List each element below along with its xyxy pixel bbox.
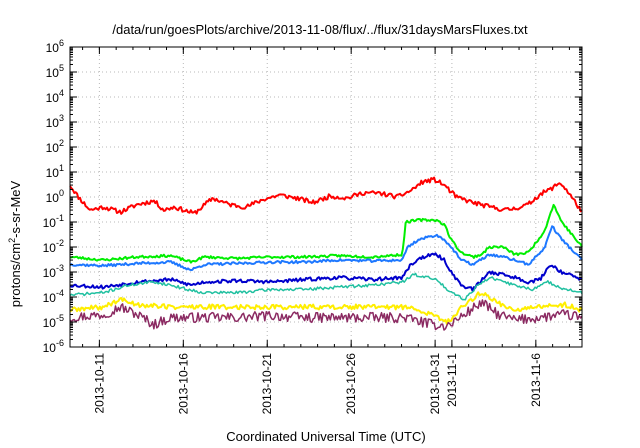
- y-tick-label-base: 10: [46, 141, 60, 155]
- series-line-1: [69, 176, 583, 215]
- y-tick-label: 104: [46, 88, 64, 105]
- x-axis-label: Coordinated Universal Time (UTC): [226, 429, 426, 444]
- y-tick-label-exp: -5: [56, 313, 64, 323]
- series-line-2: [69, 203, 583, 264]
- x-axis-ticks: 2013-10-11 2013-10-16 2013-10-21 2013-10-26…: [82, 47, 570, 415]
- y-tick-label: 10-5: [43, 313, 64, 330]
- y-tick-label-exp: 5: [59, 63, 64, 73]
- y-tick-label: 10-3: [43, 263, 64, 280]
- y-tick-label: 103: [46, 113, 64, 130]
- y-axis-label-suffix: -s-sr-MeV: [8, 180, 23, 237]
- x-tick-label: 2013-10-21: [260, 353, 274, 415]
- x-tick-label: 2013-11-6: [529, 353, 543, 407]
- series-line-4: [69, 252, 583, 292]
- y-tick-label-base: 10: [43, 241, 57, 255]
- x-tick-label: 2013-10-26: [344, 353, 358, 415]
- series-line-3: [69, 225, 583, 272]
- y-tick-label: 102: [46, 138, 64, 155]
- grid-lines: [70, 47, 582, 347]
- y-tick-label: 106: [46, 38, 64, 55]
- y-tick-label-base: 10: [46, 66, 60, 80]
- series-line-7: [69, 299, 583, 331]
- y-tick-label-exp: 6: [59, 38, 64, 48]
- x-tick-label: 2013-11-1: [445, 353, 459, 407]
- y-tick-label-base: 10: [43, 266, 57, 280]
- y-tick-label-base: 10: [43, 291, 57, 305]
- y-tick-label-base: 10: [46, 41, 60, 55]
- chart-title: /data/run/goesPlots/archive/2013-11-08/f…: [112, 22, 528, 37]
- y-tick-label-exp: -3: [56, 263, 64, 273]
- y-tick-label-exp: 1: [59, 163, 64, 173]
- y-tick-label-base: 10: [46, 116, 60, 130]
- y-tick-label-exp: 4: [59, 88, 64, 98]
- y-axis-label-prefix: protons/cm: [8, 243, 23, 307]
- y-axis-label-sup: 2: [7, 238, 17, 243]
- y-tick-label: 100: [46, 188, 64, 205]
- y-tick-label-base: 10: [46, 91, 60, 105]
- y-tick-label-base: 10: [46, 166, 60, 180]
- x-tick-label: 2013-10-11: [92, 353, 106, 414]
- y-tick-label-exp: -6: [56, 338, 64, 348]
- series-layer: [69, 176, 583, 331]
- y-tick-label: 10-6: [43, 338, 64, 355]
- y-tick-label-base: 10: [43, 316, 57, 330]
- y-tick-label-exp: -2: [56, 238, 64, 248]
- series-line-5: [69, 272, 583, 301]
- y-axis-ticks: 10-610-510-410-310-210-11001011021031041…: [43, 38, 582, 355]
- y-tick-label: 10-1: [43, 213, 64, 230]
- y-tick-label-exp: 3: [59, 113, 64, 123]
- y-tick-label-exp: 0: [59, 188, 64, 198]
- y-axis-label: protons/cm2-s-sr-MeV: [7, 180, 23, 307]
- y-tick-label-base: 10: [46, 191, 60, 205]
- y-tick-label-base: 10: [43, 341, 57, 355]
- y-tick-label-exp: 2: [59, 138, 64, 148]
- y-tick-label-exp: -4: [56, 288, 64, 298]
- y-tick-label: 105: [46, 63, 64, 80]
- y-tick-label: 10-4: [43, 288, 64, 305]
- series-line-6: [69, 291, 583, 326]
- x-tick-label: 2013-10-31: [428, 353, 442, 415]
- y-tick-label: 10-2: [43, 238, 64, 255]
- y-tick-label-base: 10: [43, 216, 57, 230]
- y-tick-label-exp: -1: [56, 213, 64, 223]
- x-tick-label: 2013-10-16: [176, 353, 190, 415]
- y-tick-label: 101: [46, 163, 64, 180]
